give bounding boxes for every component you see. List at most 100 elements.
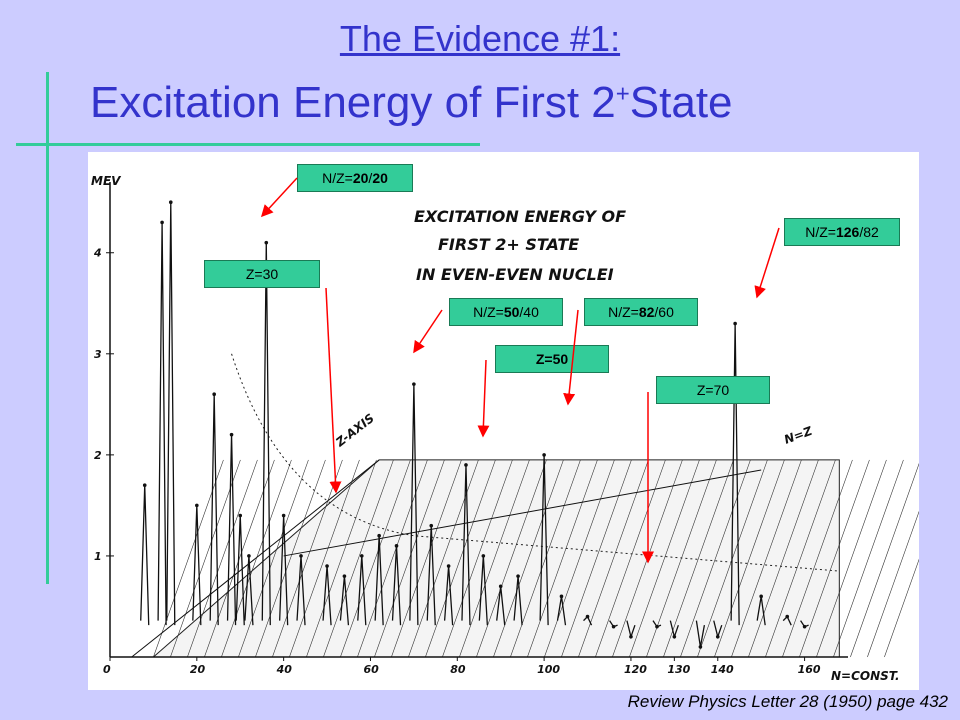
decorative-vertical-line xyxy=(46,72,49,584)
data-peak xyxy=(166,202,176,626)
y-tick-label: 2 xyxy=(94,449,102,462)
chart-title-2: FIRST 2+ STATE xyxy=(438,235,579,254)
x-tick-label: 60 xyxy=(363,663,379,676)
hatch-line xyxy=(374,459,445,658)
data-point xyxy=(299,554,303,558)
hatch-line xyxy=(799,459,870,658)
slide-title-line1: The Evidence #1: xyxy=(339,18,621,59)
chart-title-3: IN EVEN-EVEN NUCLEI xyxy=(416,265,614,284)
data-point xyxy=(429,523,434,528)
hatch-line xyxy=(748,459,819,658)
data-peak xyxy=(157,222,167,626)
chart-title-1: EXCITATION ENERGY OF xyxy=(414,207,626,226)
z-axis-label: Z-AXIS xyxy=(332,411,376,450)
hatch-line xyxy=(561,459,632,658)
data-point xyxy=(446,564,451,568)
nz-label: N=Z xyxy=(782,424,814,447)
hatch-line xyxy=(731,459,802,658)
title-state-text: State xyxy=(629,78,733,127)
data-peak xyxy=(140,485,150,626)
hatch-line xyxy=(629,459,700,658)
hatch-line xyxy=(340,459,411,658)
data-point xyxy=(195,503,199,508)
callout-nz-20-20: N/Z=20/20 xyxy=(297,164,413,192)
hatch-line xyxy=(238,459,309,658)
hatch-line xyxy=(255,459,326,658)
data-point xyxy=(377,533,381,538)
hatch-line xyxy=(425,459,496,658)
data-point xyxy=(759,594,763,599)
data-point xyxy=(142,483,147,487)
x-tick-label: 160 xyxy=(798,663,821,676)
callout-nz-82-60: N/Z=82/60 xyxy=(584,298,698,326)
callout-z-30: Z=30 xyxy=(204,260,320,288)
data-point xyxy=(281,513,286,518)
callout-z-70: Z=70 xyxy=(656,376,770,404)
data-point xyxy=(785,614,790,619)
chart-figure: MEV N=CONST. EXCITATION ENERGY OF FIRST … xyxy=(88,152,919,690)
hatch-line xyxy=(850,463,919,658)
hatch-line xyxy=(884,558,919,658)
y-tick-label: 1 xyxy=(94,550,102,563)
data-point xyxy=(802,624,807,629)
x-tick-label: 80 xyxy=(450,663,466,676)
data-peak xyxy=(209,394,219,626)
data-point xyxy=(733,321,737,326)
data-point xyxy=(516,574,520,578)
chart-svg: MEV N=CONST. EXCITATION ENERGY OF FIRST … xyxy=(91,174,919,683)
data-point xyxy=(715,634,720,639)
hatch-line xyxy=(153,459,224,658)
hatch-line xyxy=(782,459,853,658)
hatch-line xyxy=(306,459,377,658)
y-tick-label: 3 xyxy=(94,348,102,361)
callout-z-50: Z=50 xyxy=(495,345,609,373)
slide-title-line2: Excitation Energy of First 2+State xyxy=(90,78,733,128)
hatch-line xyxy=(323,459,394,658)
hatch-line xyxy=(833,459,904,658)
hatch-line xyxy=(187,459,258,658)
peaks-layer xyxy=(140,200,809,649)
hatch-line xyxy=(442,459,513,658)
x-tick-label: 140 xyxy=(711,663,734,676)
hatch-line xyxy=(527,459,598,658)
hatch-layer xyxy=(131,353,919,658)
data-point xyxy=(325,564,329,568)
x-tick-label: 40 xyxy=(276,663,293,676)
x-tick-label: 130 xyxy=(667,663,690,676)
hatch-line xyxy=(391,459,462,658)
hatch-line xyxy=(476,459,547,658)
x-tick-label: 120 xyxy=(624,663,647,676)
data-point xyxy=(359,554,364,558)
hatch-line xyxy=(867,510,919,658)
y-axis-label: MEV xyxy=(91,174,122,188)
hatch-line xyxy=(714,459,785,658)
hatch-line xyxy=(595,459,666,658)
data-point xyxy=(342,574,347,578)
data-point xyxy=(229,432,234,437)
nz-line xyxy=(283,469,762,557)
y-tick-label: 4 xyxy=(93,247,102,260)
hatch-line xyxy=(663,459,734,658)
decorative-horizontal-line xyxy=(16,143,480,146)
hatch-line xyxy=(221,459,292,658)
hatch-line xyxy=(544,459,615,658)
title-superscript: + xyxy=(615,80,630,108)
data-point xyxy=(542,453,546,457)
data-point xyxy=(394,544,399,548)
hatch-line xyxy=(680,459,751,658)
x-tick-label: 0 xyxy=(103,663,111,676)
data-point xyxy=(611,624,616,629)
x-axis-label: N=CONST. xyxy=(831,669,900,683)
data-point xyxy=(672,634,677,639)
hatch-line xyxy=(765,459,836,658)
hatch-line xyxy=(459,459,530,658)
data-point xyxy=(585,614,590,619)
data-point xyxy=(238,513,243,518)
data-point xyxy=(655,624,659,629)
citation: Review Physics Letter 28 (1950) page 432 xyxy=(627,692,948,711)
data-point xyxy=(160,220,164,225)
data-point xyxy=(264,240,269,245)
data-point xyxy=(464,463,468,467)
data-point xyxy=(559,594,564,599)
